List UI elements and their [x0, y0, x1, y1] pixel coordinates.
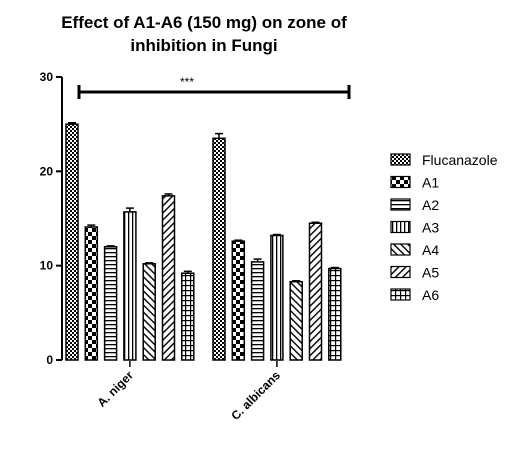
y-tick-label: 10 — [40, 259, 54, 273]
legend-swatch-a1 — [390, 175, 411, 189]
bar-a6-2 — [328, 267, 342, 361]
legend-swatch-flucanazole — [390, 153, 411, 166]
bar-flucanazole-2 — [212, 137, 226, 361]
bar-a2-1 — [103, 246, 118, 361]
legend-swatch-a5 — [390, 265, 411, 279]
bar-a6-1 — [181, 272, 195, 361]
legend-swatch-a6 — [390, 288, 411, 301]
legend-label-flucanazole: Flucanazole — [422, 152, 498, 168]
bar-a5-1 — [161, 195, 176, 361]
bar-a5-2 — [308, 222, 323, 361]
legend-swatch-a4 — [390, 243, 411, 256]
legend-label-a6: A6 — [422, 287, 439, 303]
category-label: A. niger — [95, 368, 137, 410]
bar-a4-1 — [142, 263, 156, 361]
legend-label-a1: A1 — [422, 175, 439, 191]
bar-a3-1 — [123, 211, 137, 361]
category-label: C. albicans — [228, 368, 283, 423]
legend-label-a4: A4 — [422, 242, 439, 258]
bar-a2-2 — [250, 261, 265, 361]
bar-a4-2 — [289, 280, 303, 361]
y-tick-label: 0 — [46, 353, 53, 367]
legend-label-a2: A2 — [422, 197, 439, 213]
bar-flucanazole-1 — [65, 123, 79, 361]
legend-swatch-a2 — [390, 198, 411, 211]
plot-area: 0 10 20 30 A. niger C. albicans *** — [40, 70, 351, 423]
y-tick-label: 30 — [40, 70, 54, 84]
legend-swatch-a3 — [390, 220, 411, 234]
bar-a3-2 — [270, 234, 284, 361]
chart-title-line-2: inhibition in Fungi — [130, 36, 277, 55]
chart-title-line-1: Effect of A1-A6 (150 mg) on zone of — [61, 13, 347, 32]
y-tick-label: 20 — [40, 164, 54, 178]
bar-a1-1 — [84, 226, 99, 361]
legend: Flucanazole A1 A2 A3 A4 A5 A6 — [390, 152, 498, 303]
bar-a1-2 — [231, 240, 246, 361]
legend-label-a3: A3 — [422, 220, 439, 236]
legend-label-a5: A5 — [422, 265, 439, 281]
significance-label: *** — [180, 75, 194, 89]
